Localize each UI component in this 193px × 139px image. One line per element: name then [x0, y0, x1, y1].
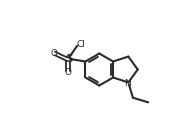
Text: O: O: [50, 49, 57, 58]
Text: Cl: Cl: [76, 40, 85, 49]
Text: N: N: [124, 79, 131, 88]
Text: O: O: [65, 68, 72, 77]
Text: S: S: [65, 54, 73, 64]
